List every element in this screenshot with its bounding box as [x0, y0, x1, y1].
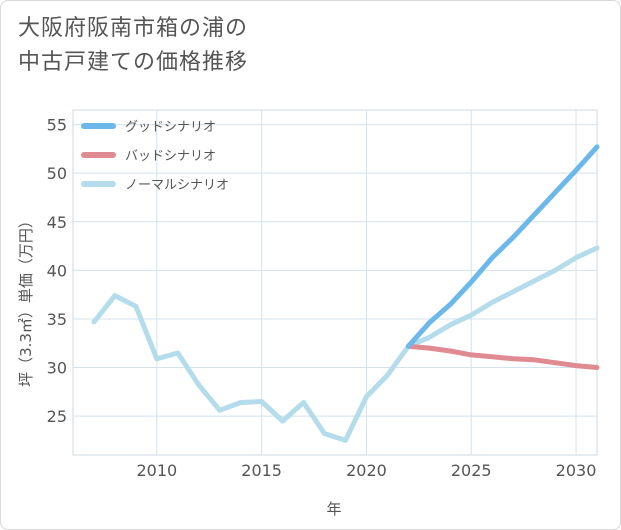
x-tick-label: 2020	[346, 461, 387, 480]
legend-label-normal: ノーマルシナリオ	[125, 178, 229, 193]
axes: 25 30 35 40 45 50 55 2010 2015 2020 2025 2030	[47, 116, 597, 480]
series-line-good	[405, 144, 600, 349]
legend-label-good: グッドシナリオ	[125, 120, 216, 135]
series-line-normal	[91, 245, 600, 443]
plot-area	[72, 109, 598, 456]
y-tick-label: 50	[47, 164, 67, 183]
series-line-bad	[405, 343, 600, 370]
y-axis-label: 坪（3.3㎡）単価（万円）	[17, 213, 35, 387]
y-tick-label: 40	[47, 261, 67, 280]
x-tick-label: 2030	[556, 461, 597, 480]
chart-title: 大阪府阪南市箱の浦の 中古戸建ての価格推移	[18, 12, 248, 80]
legend-label-bad: バッドシナリオ	[125, 149, 216, 164]
y-tick-label: 35	[47, 310, 67, 329]
grid	[72, 109, 598, 456]
chart-title-line-2: 中古戸建ての価格推移	[18, 50, 249, 75]
y-tick-label: 25	[47, 407, 67, 426]
x-axis-label: 年	[326, 500, 341, 518]
y-tick-label: 55	[47, 116, 67, 135]
y-tick-label: 45	[47, 213, 67, 232]
x-tick-label: 2015	[241, 461, 282, 480]
y-tick-label: 30	[47, 359, 67, 378]
series-lines	[91, 144, 600, 443]
x-tick-label: 2025	[451, 461, 492, 480]
chart-title-line-1: 大阪府阪南市箱の浦の	[18, 16, 249, 41]
x-tick-label: 2010	[136, 461, 177, 480]
